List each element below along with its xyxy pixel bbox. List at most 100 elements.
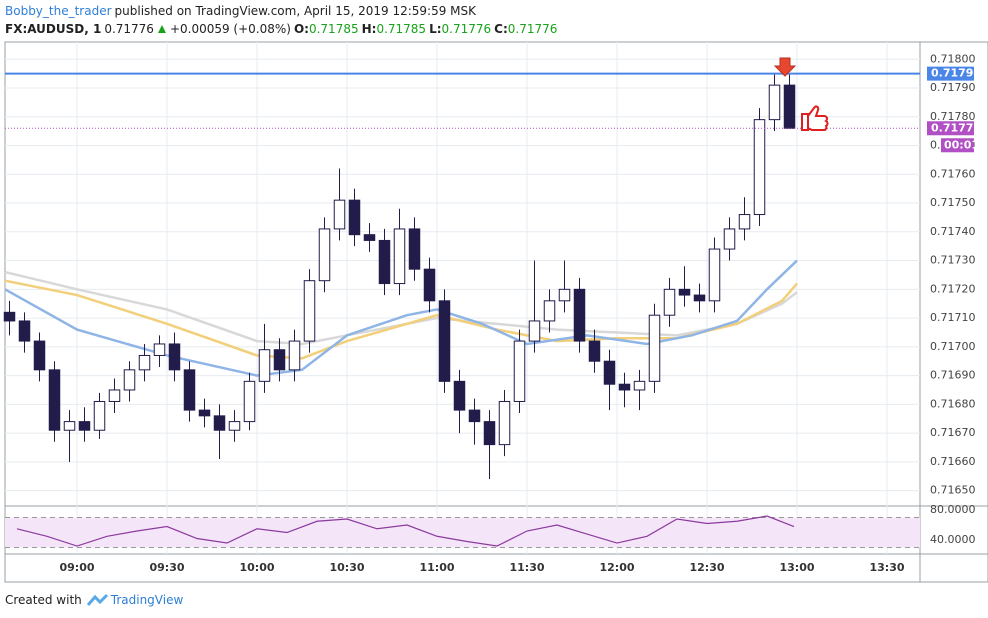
frame xyxy=(4,41,988,583)
candle-body xyxy=(723,228,736,250)
rsi-tick-label: 80.0000 xyxy=(930,503,976,516)
symbol: FX:AUDUSD, 1 xyxy=(5,22,102,36)
x-tick-label: 09:30 xyxy=(149,561,184,574)
y-tick-label: 0.71650 xyxy=(930,484,976,497)
candle-body xyxy=(618,383,631,391)
candle-body xyxy=(543,300,556,322)
candle-body xyxy=(273,349,286,371)
candle-body xyxy=(108,389,121,402)
candle-body xyxy=(453,380,466,411)
moving-average xyxy=(4,279,798,360)
candle-body xyxy=(513,340,526,402)
y-tick-label: 0.71730 xyxy=(930,254,976,267)
x-tick-label: 12:00 xyxy=(599,561,634,574)
candle-body xyxy=(783,84,796,129)
candle-body xyxy=(288,340,301,371)
x-tick-label: 13:30 xyxy=(869,561,904,574)
candle-body xyxy=(123,369,136,391)
close-label: C: xyxy=(494,22,508,36)
candle-body xyxy=(333,199,346,230)
candle-body xyxy=(588,340,601,362)
open-label: O: xyxy=(293,22,309,36)
header-line: Bobby_the_trader published on TradingView… xyxy=(5,4,479,18)
candle-body xyxy=(708,248,721,302)
candle-body xyxy=(633,380,646,391)
logo xyxy=(86,593,108,606)
price-tag-label: 0.71795 xyxy=(931,67,981,80)
rsi-tick-label: 40.0000 xyxy=(930,533,976,546)
change: +0.00059 (+0.08%) xyxy=(169,22,291,36)
y-tick-label: 0.71680 xyxy=(930,397,976,410)
candle-body xyxy=(393,228,406,285)
y-tick-label: 0.71800 xyxy=(930,52,976,65)
candle-body xyxy=(438,300,451,382)
candle-body xyxy=(603,360,616,385)
y-tick-label: 0.71690 xyxy=(930,369,976,382)
x-tick-label: 13:00 xyxy=(779,561,814,574)
y-tick-label: 0.71760 xyxy=(930,167,976,180)
candle-body xyxy=(183,369,196,411)
thumbs-up-icon xyxy=(801,105,829,131)
candle-body xyxy=(258,349,271,382)
x-tick-label: 10:30 xyxy=(329,561,364,574)
quote-line: FX:AUDUSD, 1 0.71776 +0.00059 (+0.08%) O… xyxy=(5,22,560,36)
high-label: H: xyxy=(361,22,377,36)
candle-body xyxy=(693,294,706,302)
y-tick-label: 0.71750 xyxy=(930,196,976,209)
candle-body xyxy=(348,199,361,236)
candle-body xyxy=(528,320,541,342)
y-tick-label: 0.71710 xyxy=(930,311,976,324)
candle-body xyxy=(138,354,151,371)
candle-body xyxy=(648,314,661,382)
candle-body xyxy=(423,268,436,302)
x-tick-label: 11:30 xyxy=(509,561,544,574)
candle-body xyxy=(3,311,16,322)
y-tick-label: 0.71700 xyxy=(930,340,976,353)
y-tick-label: 0.71670 xyxy=(930,426,976,439)
candle-body xyxy=(243,380,256,423)
y-tick-label: 0.71660 xyxy=(930,455,976,468)
rsi-line xyxy=(16,515,795,547)
price-tag xyxy=(927,121,974,136)
candle-body xyxy=(153,343,166,356)
x-tick-label: 10:00 xyxy=(239,561,274,574)
chart: 0.71650 0.71660 0.71670 0.71680 0.71690 0.717… xyxy=(3,41,988,583)
candle-body xyxy=(213,415,226,431)
author[interactable]: Bobby_the_trader xyxy=(5,4,112,18)
last-price: 0.71776 xyxy=(104,22,154,36)
close-value: 0.71776 xyxy=(507,22,558,36)
y-tick-label: 0.71720 xyxy=(930,282,976,295)
y-tick-label: 0.71740 xyxy=(930,225,976,238)
candle-body xyxy=(78,421,91,431)
y-tick-label: 0.71790 xyxy=(930,81,976,94)
x-tick-label: 12:30 xyxy=(689,561,724,574)
open-value: 0.71785 xyxy=(308,22,359,36)
moving-average xyxy=(4,259,798,377)
price-tag xyxy=(927,66,974,81)
candle-body xyxy=(483,421,496,446)
created-with: Created with xyxy=(5,593,82,607)
x-tick-label: 11:00 xyxy=(419,561,454,574)
price-tag-label: 0.71776 xyxy=(931,121,981,134)
candle-body xyxy=(198,409,211,417)
candle-body xyxy=(48,369,61,431)
candle-body xyxy=(93,400,106,431)
candle-body xyxy=(678,288,691,296)
candle-body xyxy=(663,288,676,316)
candle-body xyxy=(558,288,571,302)
candle-body xyxy=(33,340,46,371)
candle-body xyxy=(378,239,391,285)
y-tick-label: 0.71780 xyxy=(930,110,976,123)
candle-body xyxy=(768,84,781,121)
candle-body xyxy=(318,228,331,282)
candle-body xyxy=(573,288,586,342)
candle-body xyxy=(498,400,511,446)
low-value: 0.71776 xyxy=(441,22,492,36)
candle-body xyxy=(303,280,316,342)
brand[interactable]: TradingView xyxy=(110,593,184,607)
high-value: 0.71785 xyxy=(376,22,427,36)
candle-body xyxy=(63,421,76,431)
candle-body xyxy=(753,119,766,216)
signal-arrow xyxy=(773,57,797,77)
candle-body xyxy=(468,409,481,423)
